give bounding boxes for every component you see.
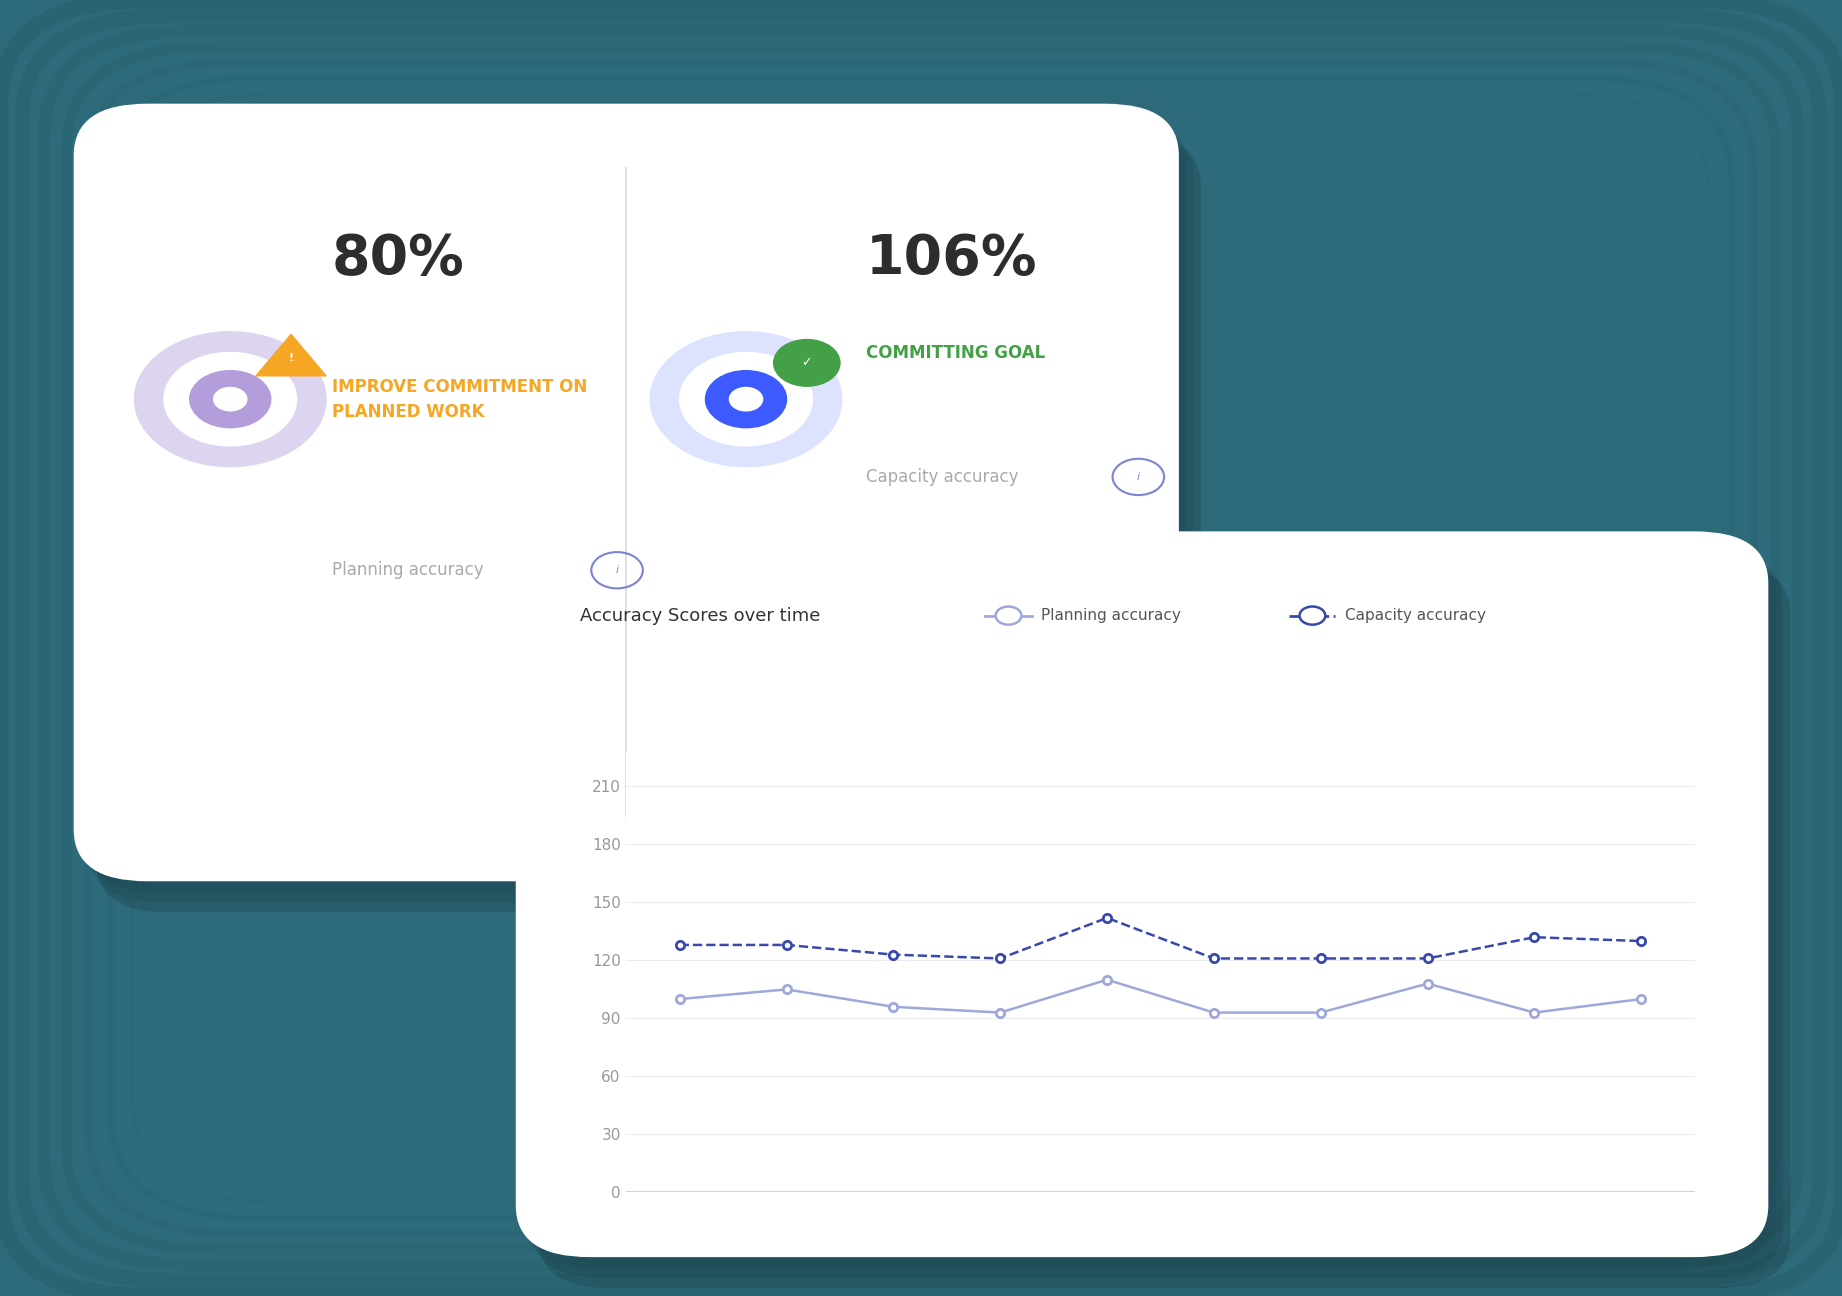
Circle shape <box>680 353 812 446</box>
Circle shape <box>214 388 247 411</box>
Polygon shape <box>256 334 326 376</box>
Text: !: ! <box>289 353 293 363</box>
FancyBboxPatch shape <box>530 552 1783 1278</box>
Text: IMPROVE COMMITMENT ON
PLANNED WORK: IMPROVE COMMITMENT ON PLANNED WORK <box>332 377 588 421</box>
Text: Capacity accuracy: Capacity accuracy <box>1345 608 1486 623</box>
FancyBboxPatch shape <box>96 135 1201 912</box>
Circle shape <box>995 607 1020 625</box>
Circle shape <box>1300 607 1326 625</box>
Circle shape <box>705 371 787 428</box>
Circle shape <box>164 353 297 446</box>
Circle shape <box>729 388 763 411</box>
Circle shape <box>190 371 271 428</box>
Text: 106%: 106% <box>866 232 1037 286</box>
Text: COMMITTING GOAL: COMMITTING GOAL <box>866 343 1044 362</box>
Text: Capacity accuracy: Capacity accuracy <box>866 468 1019 486</box>
FancyBboxPatch shape <box>538 562 1790 1288</box>
FancyBboxPatch shape <box>88 124 1194 902</box>
Text: ✓: ✓ <box>801 356 812 369</box>
FancyBboxPatch shape <box>516 531 1768 1257</box>
Text: Accuracy Scores over time: Accuracy Scores over time <box>580 607 820 625</box>
Text: i: i <box>1137 472 1140 482</box>
Circle shape <box>650 332 842 467</box>
Text: Planning accuracy: Planning accuracy <box>332 561 483 579</box>
Text: Planning accuracy: Planning accuracy <box>1041 608 1181 623</box>
Circle shape <box>774 340 840 386</box>
Text: i: i <box>615 565 619 575</box>
FancyBboxPatch shape <box>74 104 1179 881</box>
Circle shape <box>134 332 326 467</box>
Text: 80%: 80% <box>332 232 464 286</box>
